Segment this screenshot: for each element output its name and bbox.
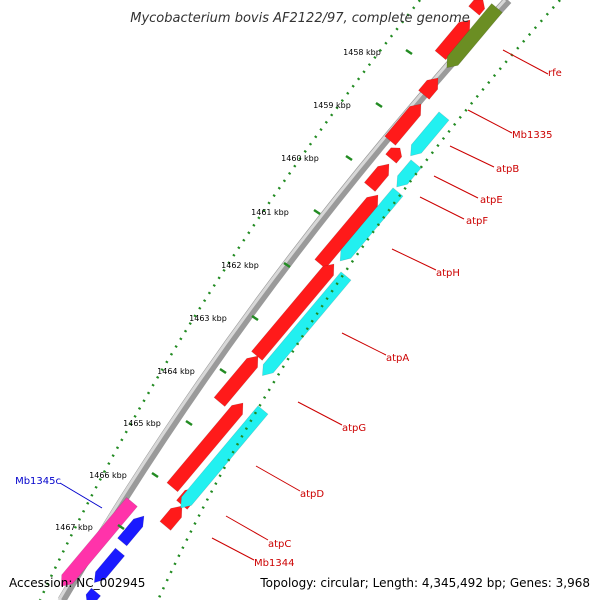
gene-leader-line: [255, 465, 301, 492]
tick-mark: [345, 154, 353, 162]
tick-mark: [313, 208, 321, 216]
gene-label-atpg: atpG: [342, 423, 366, 434]
gene-leader-line: [391, 248, 437, 271]
gene-features: [60, 0, 503, 600]
gene-leader-line: [225, 515, 269, 541]
gene-label-mb1344: Mb1344: [254, 558, 294, 569]
gene-arrow-blue-2: [93, 547, 126, 584]
gene-arrow-cyan-2: [396, 159, 422, 188]
gene-arrow-atpD: [166, 402, 244, 493]
genome-summary-text: Topology: circular; Length: 4,345,492 bp…: [259, 576, 590, 590]
gene-label-atpd: atpD: [300, 489, 324, 500]
gene-leader-line: [341, 332, 387, 356]
gene-label-atpe: atpE: [480, 195, 503, 206]
tick-label: 1461 kbp: [251, 208, 289, 217]
gene-arrow-atpE: [385, 147, 403, 164]
scale-ticks: 1458 kbp 1459 kbp 1460 kbp 1461 kbp 1462 kbp…: [38, 0, 561, 600]
gene-arrow-pink: [60, 497, 138, 587]
tick-label: 1458 kbp: [343, 48, 381, 57]
tick-mark: [151, 471, 159, 479]
inner-dotted-track: [38, 0, 421, 600]
gene-leader-line: [449, 145, 495, 168]
outer-dotted-track: [156, 0, 561, 600]
gene-arrow-blue-3: [85, 587, 102, 600]
tick-mark: [405, 48, 413, 56]
gene-leader-line: [502, 49, 549, 75]
gene-arrow-cyan-4: [262, 271, 352, 376]
gene-arrow-mb1335: [418, 77, 439, 100]
gene-arrow-atpB: [384, 103, 422, 146]
tick-label: 1460 kbp: [281, 154, 319, 163]
gene-arrow-cyan-5: [180, 405, 269, 509]
tick-mark: [185, 419, 193, 427]
tick-label: 1465 kbp: [123, 419, 161, 428]
gene-arrow-blue-1: [117, 515, 145, 547]
gene-arrow-mb1344: [159, 505, 183, 531]
gene-label-atph: atpH: [436, 268, 460, 279]
tick-label: 1464 kbp: [157, 367, 195, 376]
gene-label-mb1345c: Mb1345c: [15, 476, 61, 487]
gene-leader-line: [433, 175, 479, 199]
gene-leader-line: [211, 537, 255, 561]
gene-arrow-atpA: [251, 263, 335, 361]
gene-arrow-rfe: [446, 3, 503, 69]
accession-text: Accession: NC_002945: [9, 576, 145, 590]
gene-arrow-red-2: [434, 19, 471, 61]
gene-arrow-cyan-3: [339, 187, 404, 262]
gene-label-rfe: rfe: [548, 68, 562, 79]
tick-label: 1459 kbp: [313, 101, 351, 110]
gene-leader-line: [297, 401, 343, 426]
gene-label-atpb: atpB: [496, 164, 519, 175]
gene-label-atpf: atpF: [466, 216, 488, 227]
tick-label: 1462 kbp: [221, 261, 259, 270]
map-title: Mycobacterium bovis AF2122/97, complete …: [130, 11, 469, 26]
gene-label-atpc: atpC: [268, 539, 291, 550]
gene-arrow-atpH: [314, 194, 379, 269]
gene-arrow-atpF: [363, 163, 390, 192]
tick-mark: [219, 367, 227, 375]
tick-label: 1466 kbp: [89, 471, 127, 480]
tick-mark: [117, 523, 125, 531]
gene-leader-line: [467, 109, 513, 134]
tick-label: 1463 kbp: [189, 314, 227, 323]
gene-arrow-red-1: [468, 0, 486, 16]
gene-arrow-cyan-1: [410, 111, 450, 157]
gene-leader-line: [419, 196, 465, 220]
gene-label-mb1335: Mb1335: [512, 130, 552, 141]
gene-leader-line: [59, 482, 103, 509]
gene-labels: rfe Mb1335 atpB atpE atpF atpH atpA atpG atpD atp…: [15, 49, 562, 569]
tick-label: 1467 kbp: [55, 523, 93, 532]
gene-arrow-atpG: [213, 355, 259, 407]
tick-mark: [375, 101, 383, 109]
tick-mark: [283, 261, 291, 269]
gene-label-atpa: atpA: [386, 353, 409, 364]
tick-mark: [251, 314, 259, 322]
